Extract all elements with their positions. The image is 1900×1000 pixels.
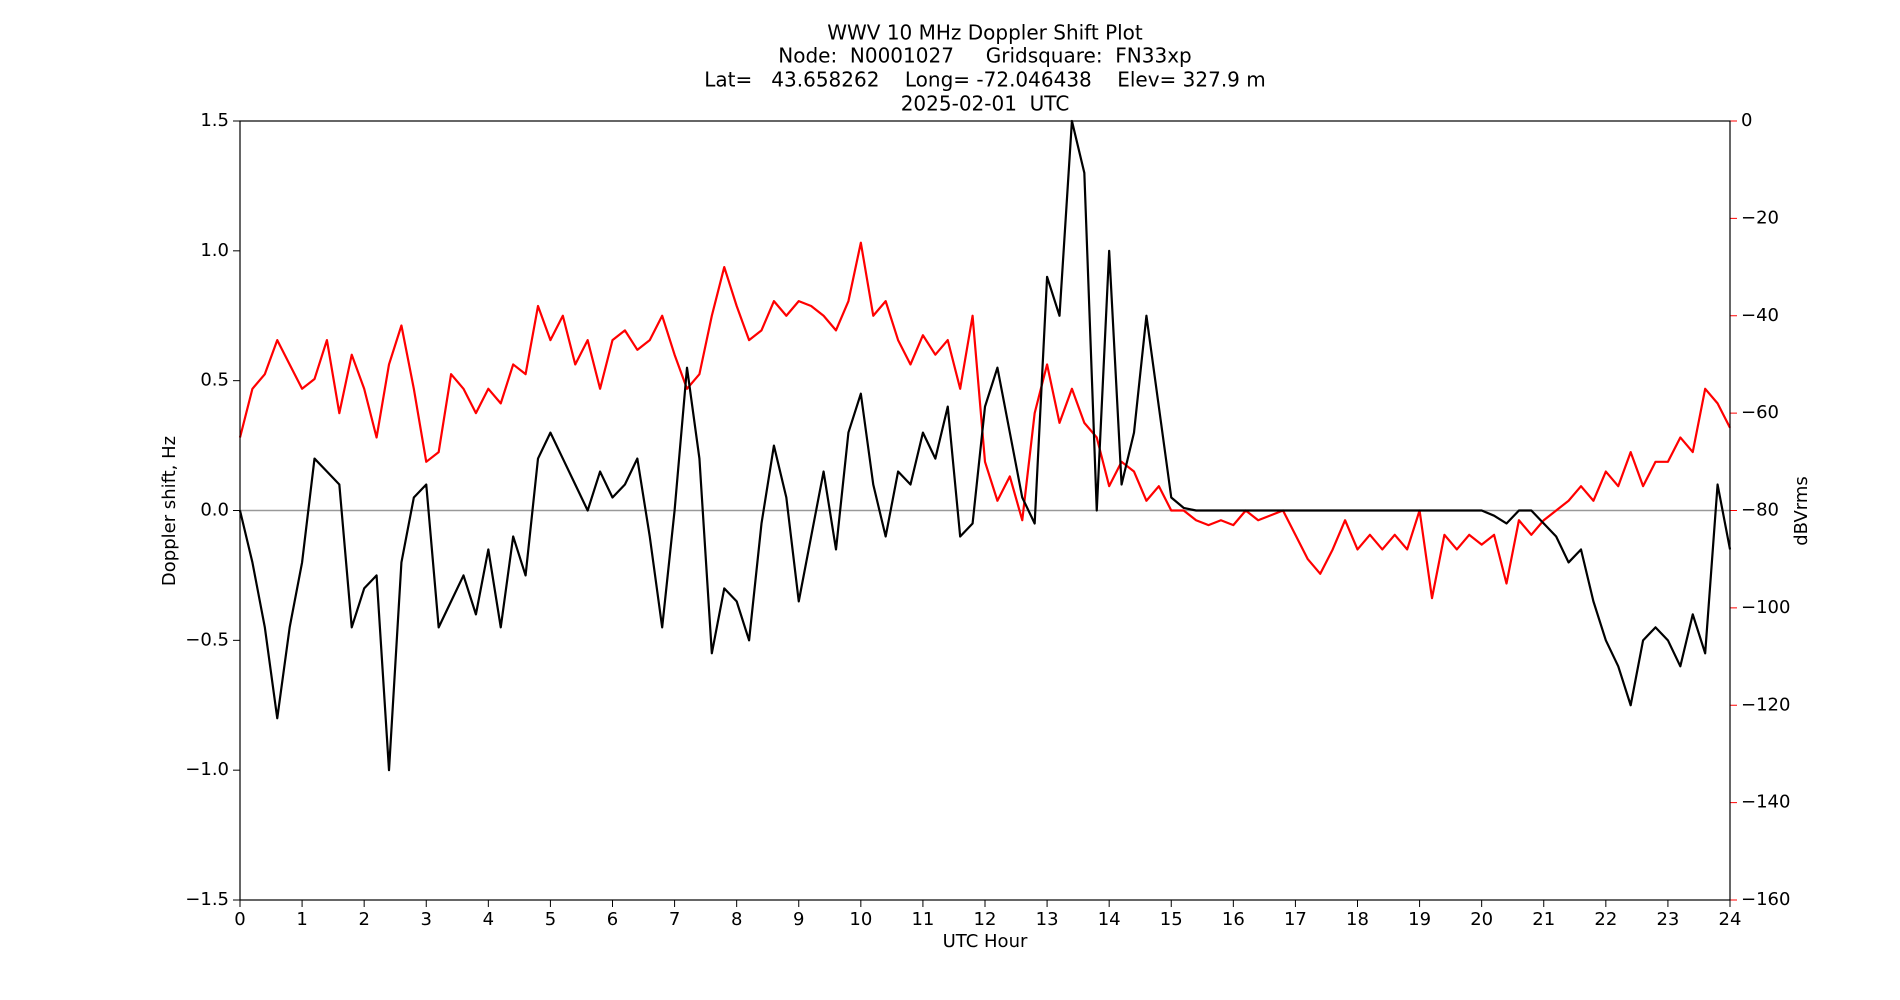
- x-tick-label: 2: [358, 909, 369, 930]
- x-tick-label: 17: [1284, 909, 1307, 930]
- y2-tick-label: −20: [1741, 207, 1779, 228]
- chart-subtitle: Node: N0001027 Gridsquare: FN33xp: [778, 44, 1191, 68]
- y2-tick-label: −60: [1741, 402, 1779, 423]
- x-tick-label: 16: [1222, 909, 1245, 930]
- y-tick-label: −0.5: [185, 629, 229, 650]
- y2-tick-label: −80: [1741, 500, 1779, 521]
- y-tick-label: −1.5: [185, 889, 229, 910]
- x-tick-label: 1: [296, 909, 307, 930]
- data-line: [238, 241, 1731, 600]
- x-tick-label: 3: [421, 909, 432, 930]
- x-axis-label: UTC Hour: [943, 931, 1028, 952]
- x-tick-label: 11: [911, 909, 934, 930]
- x-tick-label: 23: [1656, 909, 1679, 930]
- x-tick-label: 20: [1470, 909, 1493, 930]
- y2-tick-label: −140: [1741, 792, 1790, 813]
- x-tick-label: 14: [1098, 909, 1121, 930]
- x-tick-label: 15: [1160, 909, 1183, 930]
- y-tick-label: 0.5: [200, 370, 229, 391]
- y2-tick-label: −120: [1741, 694, 1790, 715]
- x-tick-label: 22: [1594, 909, 1617, 930]
- y-tick-label: 1.5: [200, 110, 229, 131]
- x-tick-label: 18: [1346, 909, 1369, 930]
- y2-axis-label: dBVrms: [1791, 476, 1812, 546]
- chart-title: WWV 10 MHz Doppler Shift Plot: [827, 21, 1143, 45]
- y-tick-label: 0.0: [200, 500, 229, 521]
- y-tick-label: 1.0: [200, 240, 229, 261]
- y2-tick-label: −40: [1741, 305, 1779, 326]
- x-tick-label: 10: [849, 909, 872, 930]
- data-line: [238, 119, 1732, 772]
- y-axis-label: Doppler shift, Hz: [159, 436, 180, 586]
- x-tick-label: 19: [1408, 909, 1431, 930]
- x-tick-label: 7: [669, 909, 680, 930]
- x-tick-label: 0: [234, 909, 245, 930]
- y2-tick-label: 0: [1741, 110, 1752, 131]
- x-tick-label: 4: [483, 909, 494, 930]
- x-tick-label: 21: [1532, 909, 1555, 930]
- x-tick-label: 8: [731, 909, 742, 930]
- chart-subtitle: Lat= 43.658262 Long= -72.046438 Elev= 32…: [704, 68, 1266, 92]
- y2-tick-label: −100: [1741, 597, 1790, 618]
- x-tick-label: 5: [545, 909, 556, 930]
- x-tick-label: 24: [1719, 909, 1742, 930]
- y-tick-label: −1.0: [185, 759, 229, 780]
- x-tick-label: 13: [1036, 909, 1059, 930]
- plot-frame: [239, 120, 1731, 901]
- x-tick-label: 12: [974, 909, 997, 930]
- x-tick-label: 6: [607, 909, 618, 930]
- x-tick-label: 9: [793, 909, 804, 930]
- chart-subtitle: 2025-02-01 UTC: [901, 92, 1070, 116]
- y2-tick-label: −160: [1741, 889, 1790, 910]
